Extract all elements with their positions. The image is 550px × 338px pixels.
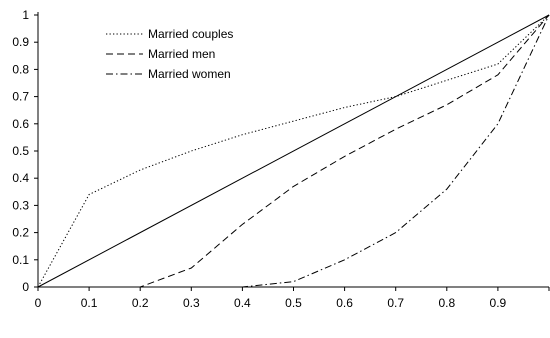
x-tick-label: 0.3 (183, 296, 200, 310)
y-tick-label: 0.5 (12, 144, 29, 158)
x-tick-label: 0.2 (132, 296, 149, 310)
legend: Married couples Married men Married women (106, 27, 233, 81)
x-tick-label: 0.5 (285, 296, 302, 310)
legend-label: Married men (148, 47, 215, 61)
y-tick-label: 0.4 (12, 171, 29, 185)
series-lines (37, 14, 550, 288)
x-tick-label: 0.4 (234, 296, 251, 310)
y-tick-label: 0.9 (12, 35, 29, 49)
x-tick-label: 0.1 (81, 296, 98, 310)
y-tick-label: 0.7 (12, 90, 29, 104)
x-tick-label: 0.9 (490, 296, 507, 310)
y-tick-label: 0.2 (12, 226, 29, 240)
series-line-equality (37, 14, 550, 288)
x-tick-label: 0.6 (336, 296, 353, 310)
x-tick-label: 0 (35, 296, 42, 310)
legend-label: Married women (148, 67, 231, 81)
y-tick-label: 0.8 (12, 62, 29, 76)
x-tick-label: 0.8 (438, 296, 455, 310)
y-axis: 0 0.1 0.2 0.3 0.4 0.5 0.6 0.7 0.8 0.9 1 (12, 8, 39, 294)
y-tick-label: 0 (22, 280, 29, 294)
x-tick-label: 0.7 (387, 296, 404, 310)
x-axis: 0 0.1 0.2 0.3 0.4 0.5 0.6 0.7 0.8 0.9 (35, 286, 550, 310)
y-tick-label: 0.6 (12, 117, 29, 131)
y-tick-label: 0.1 (12, 253, 29, 267)
legend-label: Married couples (148, 27, 233, 41)
series-line-married-men (38, 14, 550, 288)
y-tick-label: 1 (22, 8, 29, 22)
y-tick-label: 0.3 (12, 198, 29, 212)
